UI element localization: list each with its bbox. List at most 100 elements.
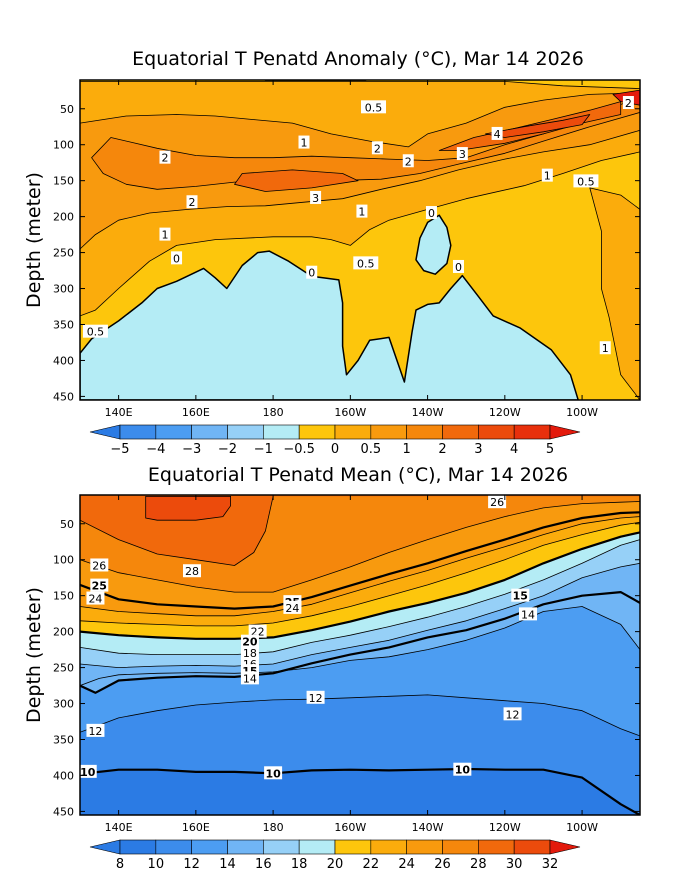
mean-x-tick-label: 100W <box>566 821 598 834</box>
mean-contour-label-bg <box>183 564 201 578</box>
mean-contour-label: 10 <box>80 766 96 779</box>
mean-colorbar-label: 14 <box>219 857 236 872</box>
anomaly-y-tick-label: 300 <box>53 283 74 296</box>
mean-contour-label: 12 <box>88 725 102 738</box>
anomaly-colorbar-swatch <box>442 424 479 440</box>
anomaly-y-tick-label: 250 <box>53 247 74 260</box>
anomaly-colorbar-swatch <box>155 424 192 440</box>
anomaly-colorbar-label: 3 <box>474 442 482 457</box>
anomaly-colorbar-label: 2 <box>438 442 446 457</box>
mean-contour-label-bg <box>488 495 507 509</box>
anomaly-contour-label-bg <box>456 147 468 161</box>
mean-contour-label-bg <box>240 671 259 685</box>
mean-colorbar-swatch <box>155 839 192 855</box>
mean-contour-label-bg <box>86 723 105 737</box>
anomaly-contour-label-bg <box>541 168 553 182</box>
anomaly-y-tick-label: 400 <box>53 354 74 367</box>
mean-contour-label: 15 <box>513 590 528 603</box>
mean-colorbar-arrow-high <box>549 839 581 855</box>
anomaly-contour-label: 0.5 <box>357 257 375 270</box>
anomaly-colorbar-swatch <box>334 424 372 440</box>
mean-contour-label-bg <box>453 762 472 776</box>
anomaly-y-tick-label: 150 <box>53 175 74 188</box>
anomaly-contour-label-bg <box>159 227 171 241</box>
mean-x-tick-label: 160E <box>182 821 210 834</box>
anomaly-colorbar-swatch <box>191 424 228 440</box>
mean-contour-label-bg <box>503 707 522 721</box>
anomaly-y-tick-label: 50 <box>60 103 74 116</box>
mean-colorbar: 8 10 12 14 16 18 20 22 24 26 28 30 32 <box>89 839 581 872</box>
anomaly-contour-label: 0 <box>428 207 435 220</box>
anomaly-x-tick-label: 100W <box>566 406 598 419</box>
anomaly-contour-label-bg <box>452 259 464 273</box>
anomaly-contour-label-bg <box>306 265 318 279</box>
anomaly-contour-label-bg <box>361 100 387 114</box>
mean-x-tick-label: 180 <box>263 821 284 834</box>
mean-y-axis-label: Depth (meter) <box>23 587 45 723</box>
anomaly-chart: Equatorial T Penatd Anomaly (°C), Mar 14… <box>23 48 641 457</box>
anomaly-colorbar-label: −4 <box>146 442 165 457</box>
mean-y-tick-label: 200 <box>53 626 74 639</box>
anomaly-x-tick-label: 140E <box>105 406 133 419</box>
mean-colorbar-label: 16 <box>255 857 272 872</box>
anomaly-y-tick-label: 200 <box>53 211 74 224</box>
anomaly-contour-label: 2 <box>625 97 632 110</box>
anomaly-colorbar-label: −1 <box>254 442 273 457</box>
mean-contour-label-bg <box>240 646 259 660</box>
mean-contour-line <box>80 501 640 593</box>
mean-contour-label-bg <box>80 764 97 778</box>
mean-y-tick-label: 250 <box>53 662 74 675</box>
mean-contour-label: 26 <box>92 559 106 572</box>
anomaly-chart-title: Equatorial T Penatd Anomaly (°C), Mar 14… <box>132 48 584 70</box>
mean-colorbar-swatch <box>263 839 300 855</box>
mean-contour-label: 10 <box>265 767 281 780</box>
mean-contour-line <box>80 606 640 686</box>
anomaly-colorbar-swatch <box>298 424 336 440</box>
anomaly-x-tick-label: 140W <box>412 406 444 419</box>
anomaly-contour-label-bg <box>171 251 183 265</box>
anomaly-contour-region <box>415 214 452 275</box>
anomaly-colorbar-swatch <box>406 424 443 440</box>
mean-colorbar-label: 26 <box>434 857 451 872</box>
anomaly-contour-label-bg <box>491 126 503 140</box>
mean-contour-label-bg <box>283 600 302 614</box>
mean-colorbar-label: 28 <box>470 857 487 872</box>
mean-y-tick-label: 300 <box>53 698 74 711</box>
mean-y-tick-label: 350 <box>53 733 74 746</box>
anomaly-colorbar-label: 5 <box>546 442 554 457</box>
anomaly-x-tick-label: 160E <box>182 406 210 419</box>
anomaly-contour-label: 2 <box>189 196 196 209</box>
mean-contour-label: 12 <box>506 708 520 721</box>
anomaly-colorbar-swatch <box>370 424 407 440</box>
anomaly-contour-label-bg <box>186 195 198 209</box>
anomaly-contour-label-bg <box>371 141 383 155</box>
mean-contour-label: 18 <box>243 647 257 660</box>
mean-contour-line <box>80 521 640 627</box>
mean-x-tick-label: 140E <box>105 821 133 834</box>
mean-colorbar-label: 20 <box>327 857 344 872</box>
anomaly-contour-label: 3 <box>312 192 319 205</box>
mean-contour-label: 24 <box>88 593 102 606</box>
mean-contour-label: 28 <box>185 565 199 578</box>
anomaly-contour-label: 3 <box>459 148 466 161</box>
mean-colorbar-swatch <box>334 839 372 855</box>
mean-colorbar-swatch <box>513 839 551 855</box>
mean-colorbar-label: 24 <box>398 857 415 872</box>
anomaly-colorbar-swatch <box>478 424 515 440</box>
mean-x-tick-label: 140W <box>412 821 444 834</box>
mean-colorbar-swatch <box>191 839 228 855</box>
mean-contour-line <box>80 562 640 668</box>
anomaly-colorbar-label: 1 <box>403 442 411 457</box>
anomaly-colorbar-label: −3 <box>182 442 201 457</box>
anomaly-contour-label-bg <box>622 96 634 110</box>
anomaly-contour-label: 0.5 <box>87 326 105 339</box>
anomaly-y-axis-label: Depth (meter) <box>23 172 45 308</box>
mean-chart: Equatorial T Penatd Mean (°C), Mar 14 20… <box>23 464 641 872</box>
mean-contour-line <box>80 511 640 610</box>
mean-plot-frame <box>79 494 641 816</box>
mean-contour-label-bg <box>511 588 530 602</box>
mean-plot-area: 2626282524252415142220181615141212121010… <box>53 494 641 834</box>
mean-contour-label-bg <box>519 607 537 621</box>
anomaly-contour-region <box>91 96 640 190</box>
